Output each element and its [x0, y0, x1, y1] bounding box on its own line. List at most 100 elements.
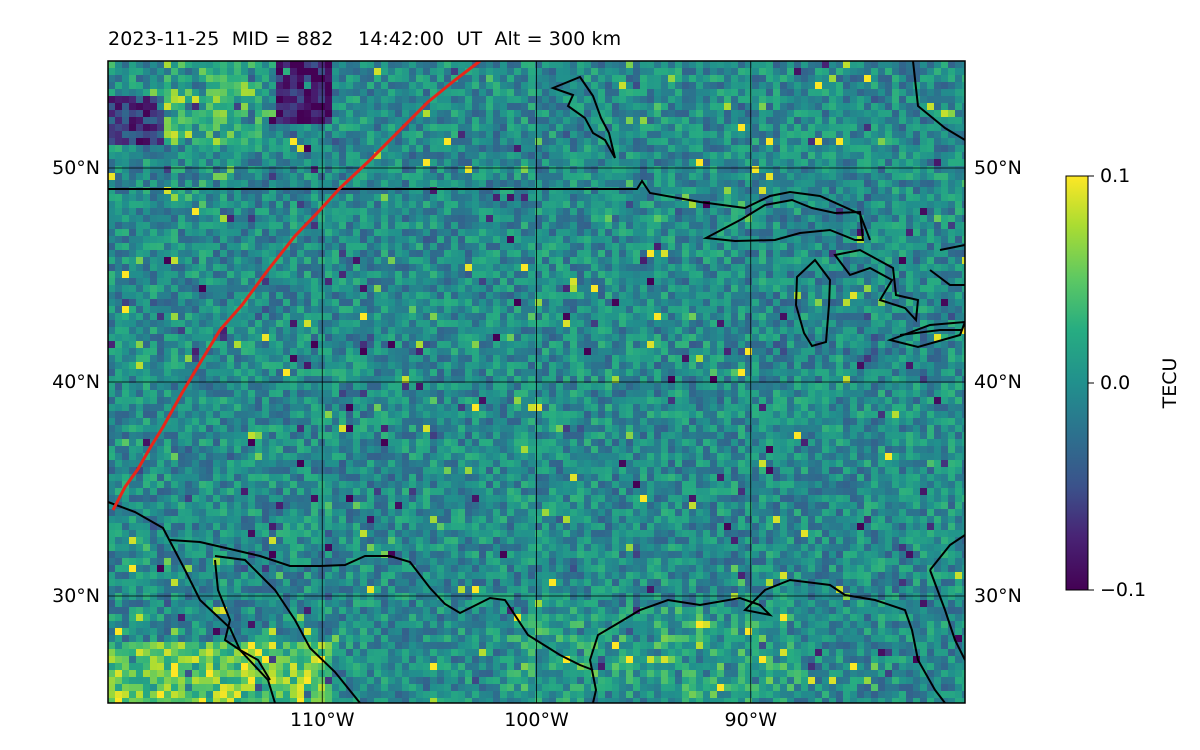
raster-cell: [850, 180, 857, 187]
raster-cell: [304, 264, 311, 271]
raster-cell: [108, 124, 115, 131]
raster-cell: [955, 264, 962, 271]
raster-cell: [794, 68, 801, 75]
raster-cell: [199, 229, 206, 236]
raster-cell: [605, 61, 612, 68]
raster-cell: [682, 306, 689, 313]
raster-cell: [213, 103, 220, 110]
raster-cell: [500, 180, 507, 187]
raster-cell: [199, 278, 206, 285]
raster-cell: [164, 110, 171, 117]
raster-cell: [668, 131, 675, 138]
raster-cell: [451, 278, 458, 285]
raster-cell: [955, 257, 962, 264]
raster-cell: [430, 250, 437, 257]
raster-cell: [871, 278, 878, 285]
raster-cell: [353, 222, 360, 229]
raster-cell: [878, 82, 885, 89]
raster-cell: [759, 250, 766, 257]
raster-cell: [668, 159, 675, 166]
raster-cell: [549, 278, 556, 285]
raster-cell: [521, 306, 528, 313]
raster-cell: [220, 257, 227, 264]
raster-cell: [255, 194, 262, 201]
raster-cell: [192, 243, 199, 250]
raster-cell: [290, 222, 297, 229]
raster-cell: [262, 180, 269, 187]
raster-cell: [584, 117, 591, 124]
raster-cell: [318, 187, 325, 194]
raster-cell: [612, 152, 619, 159]
raster-cell: [675, 131, 682, 138]
raster-cell: [325, 117, 332, 124]
raster-cell: [164, 124, 171, 131]
raster-cell: [542, 110, 549, 117]
raster-cell: [227, 124, 234, 131]
raster-cell: [563, 201, 570, 208]
raster-cell: [136, 257, 143, 264]
raster-cell: [710, 278, 717, 285]
raster-cell: [192, 201, 199, 208]
raster-cell: [780, 208, 787, 215]
raster-cell: [682, 271, 689, 278]
raster-cell: [157, 159, 164, 166]
raster-cell: [703, 250, 710, 257]
raster-cell: [241, 152, 248, 159]
raster-cell: [843, 215, 850, 222]
raster-cell: [836, 306, 843, 313]
raster-cell: [703, 299, 710, 306]
raster-cell: [703, 257, 710, 264]
raster-cell: [423, 243, 430, 250]
raster-cell: [892, 173, 899, 180]
raster-cell: [724, 68, 731, 75]
raster-cell: [360, 152, 367, 159]
raster-cell: [724, 173, 731, 180]
raster-cell: [885, 152, 892, 159]
raster-cell: [654, 159, 661, 166]
raster-cell: [276, 257, 283, 264]
raster-cell: [899, 257, 906, 264]
raster-cell: [507, 201, 514, 208]
raster-cell: [689, 89, 696, 96]
raster-cell: [290, 152, 297, 159]
raster-cell: [843, 299, 850, 306]
raster-cell: [619, 327, 626, 334]
raster-cell: [479, 250, 486, 257]
raster-cell: [276, 208, 283, 215]
raster-cell: [696, 264, 703, 271]
raster-cell: [500, 271, 507, 278]
raster-cell: [283, 327, 290, 334]
raster-cell: [458, 222, 465, 229]
raster-cell: [913, 103, 920, 110]
raster-cell: [654, 320, 661, 327]
raster-cell: [829, 173, 836, 180]
raster-cell: [269, 320, 276, 327]
raster-cell: [423, 61, 430, 68]
raster-cell: [822, 82, 829, 89]
raster-cell: [311, 341, 318, 348]
raster-cell: [507, 110, 514, 117]
raster-cell: [374, 292, 381, 299]
raster-cell: [374, 61, 381, 68]
raster-cell: [402, 257, 409, 264]
raster-cell: [752, 82, 759, 89]
raster-cell: [150, 61, 157, 68]
raster-cell: [206, 215, 213, 222]
raster-cell: [493, 229, 500, 236]
raster-cell: [598, 61, 605, 68]
raster-cell: [353, 166, 360, 173]
raster-cell: [332, 117, 339, 124]
raster-cell: [115, 292, 122, 299]
raster-cell: [290, 229, 297, 236]
raster-cell: [318, 278, 325, 285]
raster-cell: [115, 68, 122, 75]
raster-cell: [108, 201, 115, 208]
raster-cell: [584, 124, 591, 131]
raster-cell: [472, 229, 479, 236]
raster-cell: [962, 145, 965, 152]
raster-cell: [871, 306, 878, 313]
raster-cell: [899, 299, 906, 306]
raster-cell: [444, 278, 451, 285]
raster-cell: [136, 278, 143, 285]
raster-cell: [703, 313, 710, 320]
